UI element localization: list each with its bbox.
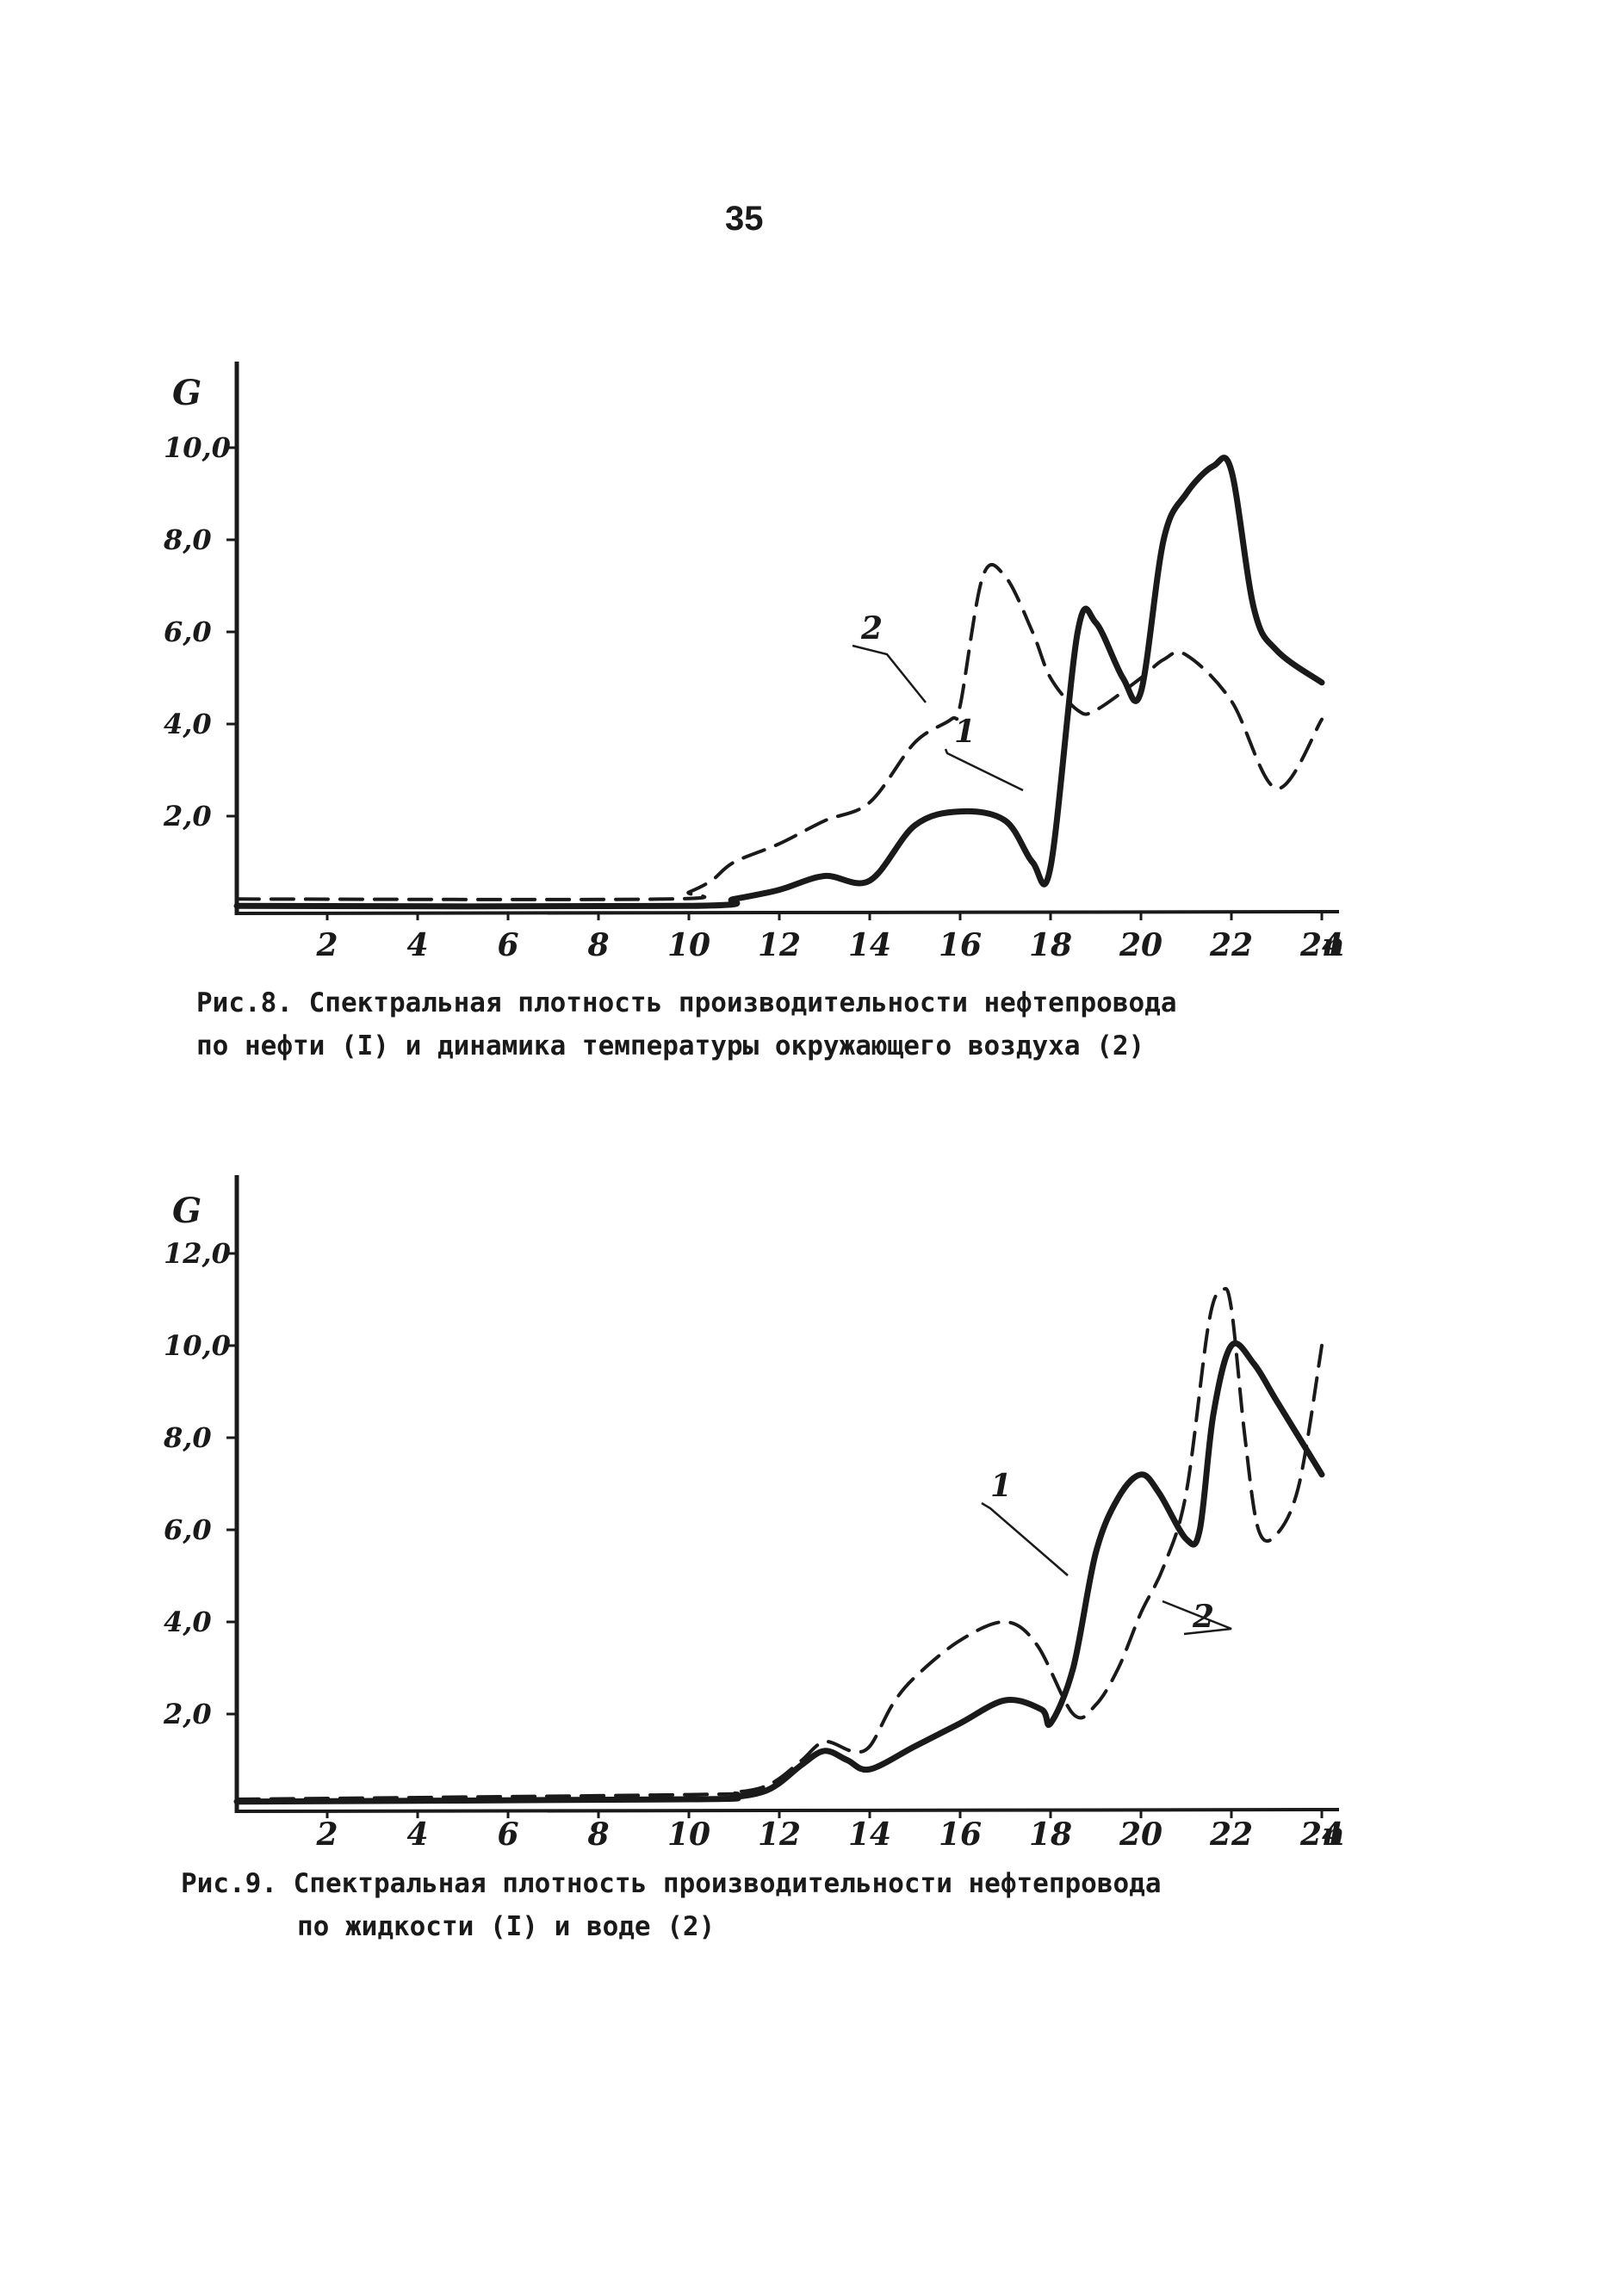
- y-tick-label: 10,0: [164, 1329, 231, 1362]
- x-tick-label: 2: [315, 1816, 338, 1853]
- x-axis-title: n: [1322, 1816, 1344, 1853]
- x-tick-label: 8: [586, 1816, 609, 1853]
- x-tick-label: 24: [1299, 927, 1343, 963]
- x-tick-label: 22: [1209, 927, 1253, 963]
- figure-8-caption-line-2: по нефти (I) и динамика температуры окру…: [196, 1030, 1145, 1061]
- series-label: 1: [990, 1468, 1012, 1504]
- series-label: 1: [954, 714, 976, 750]
- series-label-leader: [852, 644, 927, 703]
- series-label: 2: [860, 610, 883, 647]
- x-tick-label: 22: [1209, 1816, 1253, 1853]
- series-label-leader: [1162, 1600, 1232, 1636]
- y-tick-label: 6,0: [164, 1513, 212, 1546]
- series-label: 2: [1192, 1599, 1214, 1635]
- x-tick-label: 8: [586, 927, 609, 963]
- series-2-line: [235, 1286, 1324, 1801]
- x-tick-label: 2: [315, 927, 338, 963]
- x-tick-label: 20: [1119, 927, 1162, 963]
- series-1-line: [233, 455, 1325, 910]
- series-label-leader: [981, 1501, 1069, 1576]
- x-axis-title: n: [1322, 927, 1344, 963]
- x-tick-label: 16: [939, 927, 982, 963]
- x-tick-label: 4: [406, 927, 428, 963]
- x-tick-label: 6: [497, 927, 518, 963]
- x-tick-label: 16: [939, 1816, 982, 1853]
- figure-9-caption-line-2: по жидкости (I) и воде (2): [297, 1911, 716, 1942]
- x-tick-label: 12: [758, 927, 801, 963]
- y-tick-label: 8,0: [163, 1421, 212, 1454]
- y-axis-title: G: [172, 373, 202, 413]
- x-tick-label: 18: [1029, 1816, 1072, 1853]
- x-tick-label: 12: [758, 1816, 801, 1853]
- figure-9-caption-line-1: Рис.9. Спектральная плотность производит…: [181, 1868, 1162, 1899]
- chart-9: G2,04,06,08,010,012,02 4 6 8 10 12 14 16 18 20 22 2…: [163, 1175, 1344, 1853]
- x-tick-label: 10: [667, 927, 710, 963]
- x-tick-label: 24: [1299, 1816, 1343, 1853]
- y-tick-label: 4,0: [164, 1606, 212, 1638]
- y-tick-label: 2,0: [163, 800, 212, 832]
- x-axis-line: [236, 1808, 1340, 1813]
- x-tick-label: 20: [1119, 1816, 1162, 1853]
- y-tick-label: 8,0: [163, 523, 212, 556]
- x-tick-label: 6: [497, 1816, 518, 1853]
- x-axis-line: [236, 910, 1340, 915]
- figure-8-caption: Рис.8. Спектральная плотность производит…: [196, 981, 1176, 1068]
- x-tick-label: 10: [667, 1816, 710, 1853]
- y-tick-label: 2,0: [163, 1698, 212, 1730]
- series-label-leader: [944, 748, 1024, 792]
- figure-9-caption: Рис.9. Спектральная плотность производит…: [181, 1862, 1161, 1948]
- y-tick-label: 4,0: [164, 708, 212, 740]
- x-tick-label: 14: [848, 1816, 891, 1853]
- x-tick-label: 18: [1029, 927, 1072, 963]
- series-2-line: [235, 563, 1324, 901]
- y-tick-label: 6,0: [164, 616, 212, 648]
- figure-8-caption-line-1: Рис.8. Спектральная плотность производит…: [196, 987, 1177, 1018]
- x-tick-label: 14: [848, 927, 891, 963]
- y-axis-title: G: [172, 1191, 202, 1231]
- y-tick-label: 10,0: [164, 431, 231, 464]
- series-1-line: [233, 1340, 1325, 1805]
- page-number: 35: [725, 200, 764, 238]
- y-tick-label: 12,0: [164, 1237, 231, 1270]
- x-tick-label: 4: [406, 1816, 428, 1853]
